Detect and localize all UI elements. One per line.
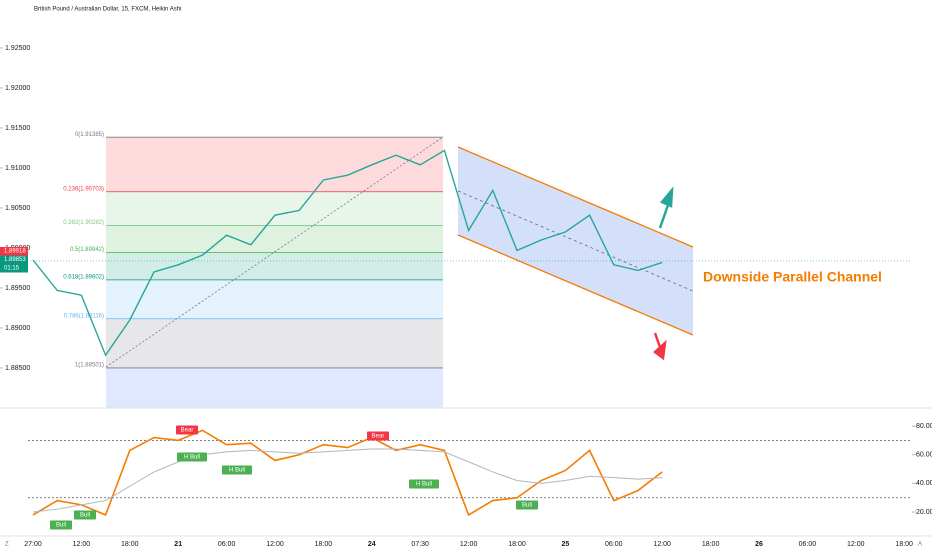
y-tick-label: 1.90500 <box>5 205 30 212</box>
x-tick-label: 12:00 <box>847 541 865 548</box>
x-tick-label: 12:00 <box>73 541 91 548</box>
fib-label: 0.618(1.89602) <box>63 274 104 280</box>
y-tick-label: 1.89000 <box>5 325 30 332</box>
front-layer: 1.925001.920001.915001.910001.905001.900… <box>0 45 932 548</box>
signal-badge <box>74 510 96 520</box>
y-tick-label: 80.00 <box>916 423 932 430</box>
x-tick-label: 26 <box>755 541 763 548</box>
y-tick-label: 1.92500 <box>5 45 30 52</box>
price-tag-label: 1.89918 <box>4 249 26 255</box>
x-tick-label: 07:30 <box>411 541 429 548</box>
x-tick-label: 12:00 <box>266 541 284 548</box>
price-line <box>32 149 663 357</box>
channel-mid <box>457 190 694 292</box>
price-tag <box>0 247 28 256</box>
fib-zone <box>106 191 443 226</box>
y-tick-label: 1.89500 <box>5 285 30 292</box>
x-tick-label: 06:00 <box>218 541 236 548</box>
x-tick-label: 12:00 <box>653 541 671 548</box>
x-tick-label: 18:00 <box>508 541 526 548</box>
x-tick-label: 06:00 <box>605 541 623 548</box>
channel-top <box>457 146 694 248</box>
x-tick-label: 12:00 <box>460 541 478 548</box>
signal-badge <box>516 500 538 510</box>
fib-label: 0.5(1.89942) <box>70 247 104 253</box>
x-tick-label: 18:00 <box>315 541 333 548</box>
fib-label: 0(1.91385) <box>75 132 104 138</box>
toolbar-icon[interactable]: A <box>918 542 922 548</box>
y-tick-label: 1.92000 <box>5 85 30 92</box>
toolbar-icon[interactable]: Z <box>5 542 9 548</box>
back-layer: 0(1.91385) 0.236(1.90703) 0.382(1.90282) 0.… <box>0 47 916 513</box>
fib-zone <box>106 279 443 319</box>
signal-badge <box>222 465 252 475</box>
up-arrow <box>658 186 674 229</box>
x-tick-label: 27:00 <box>24 541 42 548</box>
fib-zone <box>106 225 443 253</box>
signal-badge <box>50 520 72 530</box>
price-tag <box>0 264 28 273</box>
signal-label: H Bull <box>229 468 245 474</box>
channel-label: Downside Parallel Channel <box>703 269 882 285</box>
y-tick-label: 40.00 <box>916 480 932 487</box>
symbol-title: British Pound / Australian Dollar, 15, F… <box>34 7 181 13</box>
fib-zone <box>106 137 443 192</box>
signal-label: Bull <box>80 513 90 519</box>
x-tick-label: 18:00 <box>895 541 913 548</box>
price-tag-label: 1.89853 <box>4 257 26 263</box>
fib-label: 0.786(1.89116) <box>64 313 104 319</box>
oscillator-line <box>32 429 663 517</box>
signal-badge <box>367 431 389 441</box>
down-arrow <box>653 332 667 361</box>
y-tick-label: 60.00 <box>916 452 932 459</box>
x-tick-label: 18:00 <box>121 541 139 548</box>
y-tick-label: 20.00 <box>916 509 932 516</box>
fib-zone <box>106 318 443 368</box>
price-tag <box>0 255 28 264</box>
x-tick-label: 24 <box>368 541 376 548</box>
x-tick-label: 06:00 <box>799 541 817 548</box>
signal-label: Bull <box>522 503 532 509</box>
signal-badge <box>409 479 439 489</box>
x-tick-label: 18:00 <box>702 541 720 548</box>
signal-badge <box>177 452 207 462</box>
x-tick-label: 21 <box>174 541 182 548</box>
signal-label: Bear <box>181 428 194 434</box>
signal-label: Bear <box>372 434 385 440</box>
oscillator-line <box>32 448 663 513</box>
signal-badge <box>176 425 198 435</box>
fib-label: 1(1.88501) <box>75 362 104 368</box>
trend-line <box>105 136 444 368</box>
fib-label: 0.382(1.90282) <box>63 220 104 226</box>
x-tick-label: 25 <box>562 541 570 548</box>
signal-label: H Bull <box>184 455 200 461</box>
y-tick-label: 1.91000 <box>5 165 30 172</box>
channel-bottom <box>457 234 694 336</box>
signal-label: Bull <box>56 523 66 529</box>
fib-label: 0.236(1.90703) <box>63 186 104 192</box>
price-tag-label: 01:15 <box>4 266 20 272</box>
fib-zone <box>106 367 443 408</box>
fib-zone <box>106 252 443 280</box>
y-tick-label: 1.88500 <box>5 365 30 372</box>
y-tick-label: 1.91500 <box>5 125 30 132</box>
signal-label: H Bull <box>416 482 432 488</box>
